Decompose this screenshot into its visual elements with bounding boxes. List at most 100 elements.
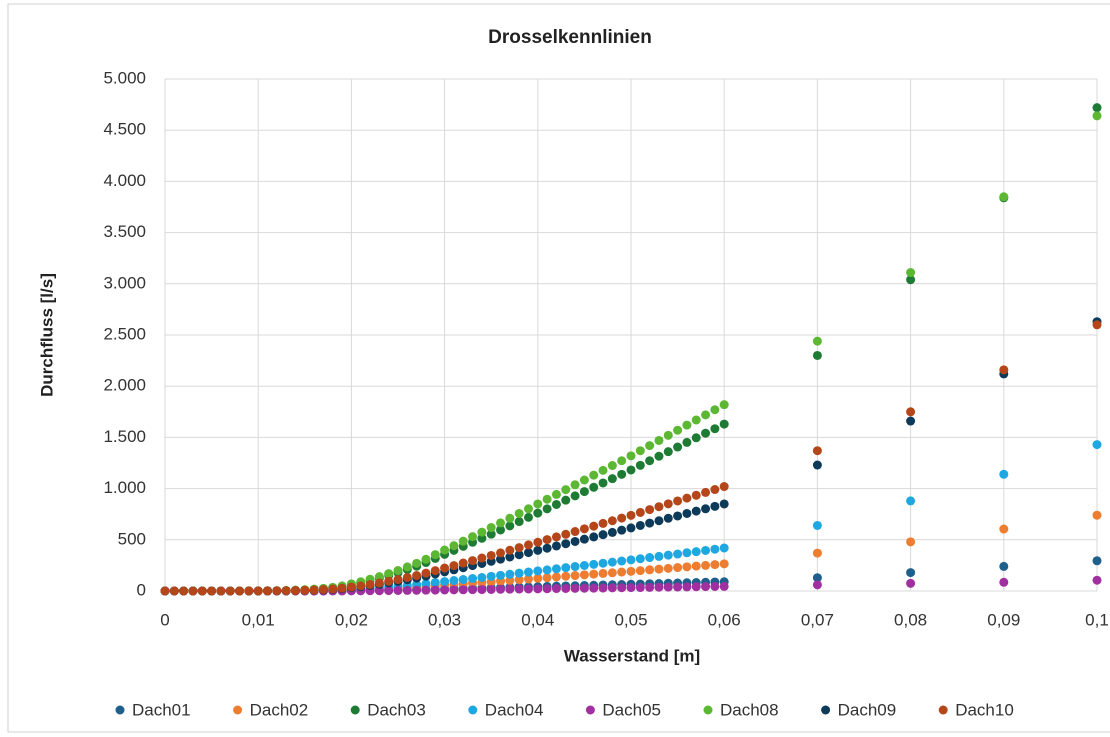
legend-label: Dach04 <box>485 700 544 719</box>
data-point <box>365 579 375 589</box>
legend-label: Dach03 <box>367 700 426 719</box>
data-point <box>710 501 720 511</box>
data-point <box>710 544 720 554</box>
data-point <box>570 562 580 572</box>
data-point <box>561 539 571 549</box>
data-point <box>598 568 608 578</box>
data-point <box>309 585 319 595</box>
data-point <box>607 474 617 484</box>
data-point <box>617 556 627 566</box>
data-point <box>589 583 599 593</box>
data-point <box>589 482 599 492</box>
data-point <box>468 585 478 595</box>
data-point <box>1092 103 1102 113</box>
legend-label: Dach10 <box>955 700 1014 719</box>
data-point <box>496 525 506 535</box>
x-tick-label: 0,02 <box>335 610 368 629</box>
data-point <box>626 465 636 475</box>
data-point <box>673 425 683 435</box>
data-point <box>589 559 599 569</box>
data-point <box>393 575 403 585</box>
data-point <box>458 536 468 546</box>
data-point <box>673 496 683 506</box>
data-point <box>663 499 673 509</box>
data-point <box>691 415 701 425</box>
data-point <box>188 586 198 596</box>
data-point <box>598 583 608 593</box>
data-point <box>645 518 655 528</box>
data-point <box>812 520 822 530</box>
data-point <box>561 485 571 495</box>
legend-label: Dach02 <box>250 700 309 719</box>
data-point <box>673 549 683 559</box>
data-point <box>235 586 245 596</box>
data-point <box>374 586 384 596</box>
data-point <box>663 513 673 523</box>
data-point <box>645 565 655 575</box>
data-point <box>533 537 543 547</box>
data-point <box>533 499 543 509</box>
data-point <box>635 566 645 576</box>
data-point <box>496 554 506 564</box>
data-point <box>812 446 822 456</box>
legend-marker <box>585 705 595 715</box>
legend-label: Dach09 <box>838 700 897 719</box>
data-point <box>673 563 683 573</box>
x-tick-label: 0,08 <box>894 610 927 629</box>
data-point <box>505 521 515 531</box>
data-point <box>906 578 916 588</box>
data-point <box>626 566 636 576</box>
data-point <box>719 559 729 569</box>
data-point <box>663 430 673 440</box>
data-point <box>607 583 617 593</box>
x-tick-label: 0,03 <box>428 610 461 629</box>
data-point <box>402 585 412 595</box>
data-point <box>374 572 384 582</box>
data-point <box>719 400 729 410</box>
data-point <box>719 482 729 492</box>
data-point <box>440 577 450 587</box>
y-tick-label: 4.000 <box>103 171 146 190</box>
data-point <box>701 487 711 497</box>
data-point <box>812 336 822 346</box>
data-point <box>682 548 692 558</box>
data-point <box>1092 510 1102 520</box>
data-point <box>579 561 589 571</box>
data-point <box>160 586 170 596</box>
data-point <box>570 491 580 501</box>
data-point <box>412 571 422 581</box>
data-point <box>477 572 487 582</box>
data-point <box>607 516 617 526</box>
data-point <box>645 456 655 466</box>
data-point <box>719 543 729 553</box>
data-point <box>337 583 347 593</box>
x-axis-label: Wasserstand [m] <box>564 646 700 665</box>
data-point <box>430 550 440 560</box>
data-point <box>999 524 1009 534</box>
data-point <box>682 493 692 503</box>
data-point <box>514 517 524 527</box>
data-point <box>999 365 1009 375</box>
x-tick-label: 0,07 <box>801 610 834 629</box>
data-point <box>523 574 533 584</box>
data-point <box>421 585 431 595</box>
data-point <box>654 435 664 445</box>
data-point <box>691 561 701 571</box>
data-point <box>812 460 822 470</box>
data-point <box>719 581 729 591</box>
data-point <box>654 564 664 574</box>
data-point <box>598 478 608 488</box>
data-point <box>430 578 440 588</box>
data-point <box>710 485 720 495</box>
legend-label: Dach05 <box>602 700 661 719</box>
data-point <box>999 192 1009 202</box>
legend-marker <box>233 705 243 715</box>
legend-marker <box>350 705 360 715</box>
data-point <box>999 577 1009 587</box>
data-point <box>645 582 655 592</box>
data-point <box>393 566 403 576</box>
data-point <box>663 447 673 457</box>
data-point <box>523 567 533 577</box>
data-point <box>496 584 506 594</box>
